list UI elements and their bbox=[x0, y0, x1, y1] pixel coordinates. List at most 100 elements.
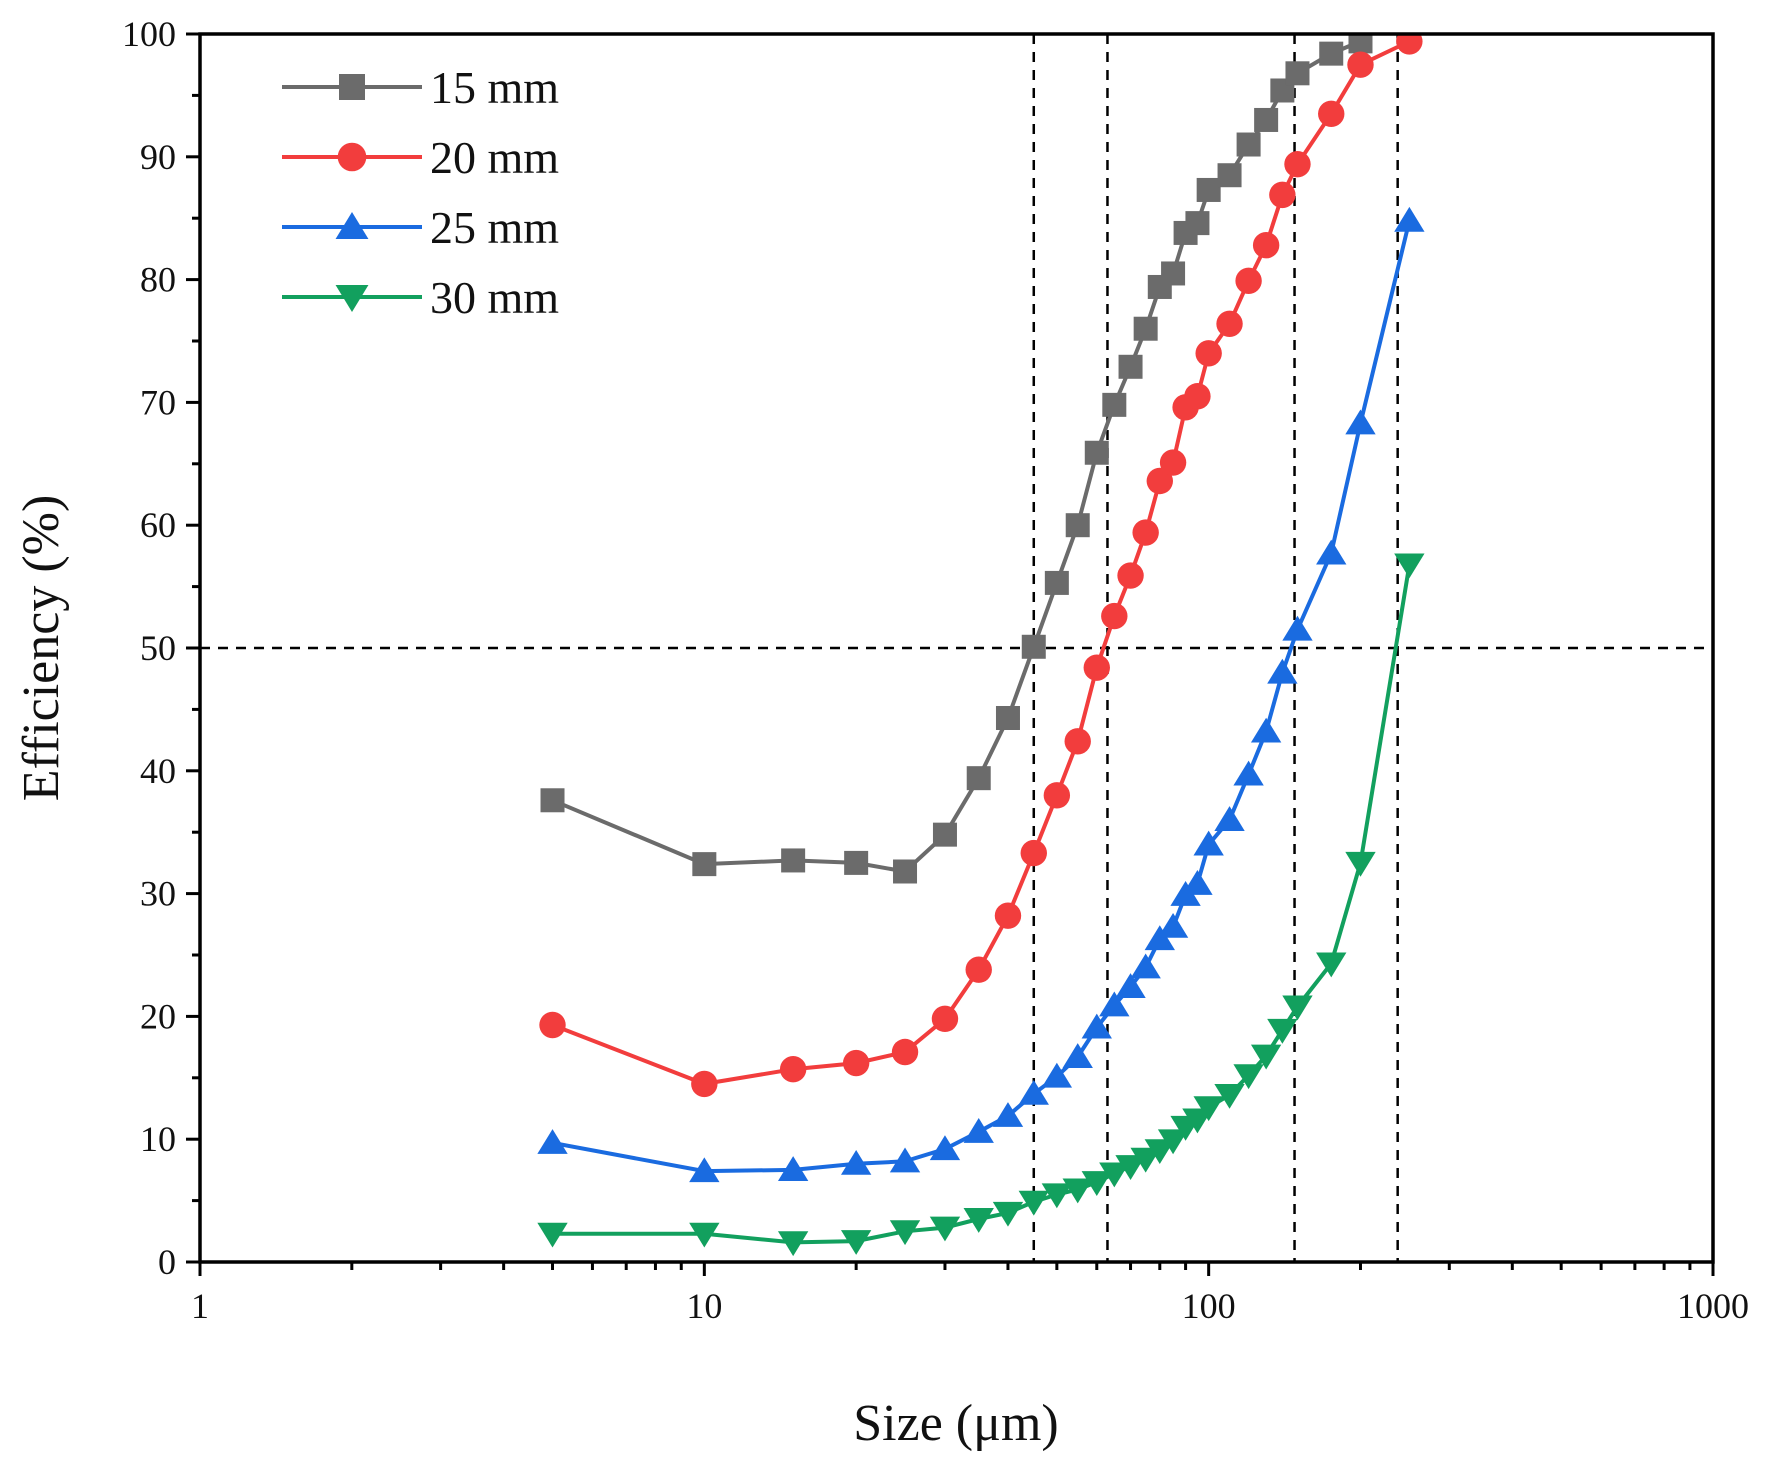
data-point bbox=[1282, 615, 1313, 641]
series-20-mm bbox=[539, 34, 1423, 1098]
data-point bbox=[840, 1149, 872, 1175]
data-point bbox=[1115, 1155, 1146, 1181]
data-point bbox=[1146, 467, 1173, 495]
data-point bbox=[1081, 1171, 1112, 1196]
data-point bbox=[1044, 570, 1069, 595]
x-tick-label: 100 bbox=[1182, 1286, 1236, 1326]
data-point bbox=[893, 859, 918, 884]
data-point bbox=[889, 1147, 921, 1173]
data-point bbox=[1233, 1064, 1264, 1090]
legend-item: 30 mm bbox=[282, 272, 559, 323]
series-layer bbox=[537, 34, 1425, 1257]
series-15-mm bbox=[540, 34, 1373, 884]
y-tick-label: 80 bbox=[140, 260, 176, 300]
data-point bbox=[1316, 539, 1347, 565]
legend-marker bbox=[335, 285, 369, 312]
legend-marker bbox=[337, 142, 367, 172]
x-tick-label: 1 bbox=[191, 1286, 209, 1326]
series-30-mm bbox=[537, 553, 1425, 1257]
data-point bbox=[1396, 34, 1423, 55]
data-point bbox=[1021, 634, 1046, 659]
data-point bbox=[1193, 1096, 1224, 1122]
data-point bbox=[1099, 991, 1130, 1017]
data-point bbox=[1236, 132, 1261, 157]
y-tick-label: 40 bbox=[140, 751, 176, 791]
data-point bbox=[1020, 839, 1047, 867]
data-point bbox=[1319, 41, 1344, 66]
data-point bbox=[995, 705, 1020, 730]
data-point bbox=[1062, 1043, 1093, 1068]
data-point bbox=[1196, 177, 1221, 202]
data-point bbox=[1252, 232, 1280, 259]
data-point bbox=[1115, 973, 1146, 998]
data-point bbox=[1348, 34, 1373, 54]
y-tick-label: 0 bbox=[158, 1242, 176, 1282]
y-tick-label: 60 bbox=[140, 505, 176, 545]
data-point bbox=[840, 1230, 872, 1255]
y-axis-title: Efficiency (%) bbox=[13, 495, 70, 802]
data-point bbox=[963, 1207, 994, 1233]
data-point bbox=[1185, 211, 1210, 236]
data-point bbox=[1157, 912, 1189, 938]
data-point bbox=[1217, 163, 1242, 188]
data-point bbox=[692, 852, 717, 877]
data-point bbox=[539, 1011, 566, 1039]
data-point bbox=[966, 766, 991, 791]
x-axis-title: Size (μm) bbox=[853, 1395, 1059, 1452]
data-point bbox=[777, 1231, 809, 1257]
data-point bbox=[1118, 354, 1143, 379]
data-point bbox=[891, 1038, 919, 1066]
data-point bbox=[1083, 654, 1110, 681]
data-point bbox=[1018, 1079, 1049, 1105]
data-point bbox=[1345, 851, 1376, 877]
legend-label: 20 mm bbox=[430, 132, 559, 183]
legend-marker bbox=[339, 74, 365, 100]
data-point bbox=[540, 788, 565, 813]
data-point bbox=[842, 1049, 870, 1077]
data-point bbox=[1284, 150, 1311, 178]
legend-item: 20 mm bbox=[282, 132, 559, 183]
data-point bbox=[1130, 1147, 1161, 1173]
legend-label: 25 mm bbox=[430, 202, 559, 253]
data-point bbox=[1130, 953, 1161, 979]
data-point bbox=[1282, 995, 1313, 1021]
y-tick-label: 30 bbox=[140, 874, 176, 914]
data-point bbox=[1250, 717, 1282, 743]
data-point bbox=[929, 1135, 961, 1161]
legend-label: 15 mm bbox=[430, 62, 559, 113]
data-point bbox=[929, 1216, 961, 1242]
series-25-mm bbox=[537, 206, 1425, 1183]
data-point bbox=[1018, 1190, 1049, 1216]
data-point bbox=[1235, 267, 1262, 295]
data-point bbox=[691, 1070, 718, 1098]
data-point bbox=[1062, 1178, 1093, 1204]
x-tick-label: 10 bbox=[686, 1286, 722, 1326]
legend-marker bbox=[335, 212, 369, 239]
data-point bbox=[1161, 261, 1186, 286]
data-point bbox=[1345, 409, 1376, 435]
data-point bbox=[1193, 830, 1224, 856]
y-tick-label: 90 bbox=[140, 137, 176, 177]
data-point bbox=[1269, 181, 1296, 209]
data-point bbox=[992, 1201, 1024, 1227]
y-tick-label: 50 bbox=[140, 628, 176, 668]
data-point bbox=[1214, 806, 1245, 831]
data-point bbox=[1159, 449, 1187, 476]
data-point bbox=[537, 1222, 568, 1248]
data-point bbox=[963, 1118, 994, 1143]
data-point bbox=[1316, 952, 1347, 978]
data-point bbox=[1182, 869, 1213, 895]
data-point bbox=[1394, 553, 1425, 579]
data-point bbox=[994, 902, 1022, 929]
data-point bbox=[689, 1157, 720, 1183]
data-point bbox=[1157, 1129, 1189, 1155]
y-tick-label: 20 bbox=[140, 996, 176, 1036]
legend-item: 25 mm bbox=[282, 202, 559, 253]
legend-item: 15 mm bbox=[282, 62, 559, 113]
data-point bbox=[844, 850, 869, 875]
data-point bbox=[1041, 1183, 1073, 1209]
tick-labels: 1 10 100 1000 0 10 20 30 40 50 60 70 80 90 100 bbox=[122, 14, 1749, 1326]
legend: 15 mm 20 mm 25 mm 30 mm bbox=[282, 62, 559, 323]
data-point bbox=[1250, 1044, 1282, 1070]
